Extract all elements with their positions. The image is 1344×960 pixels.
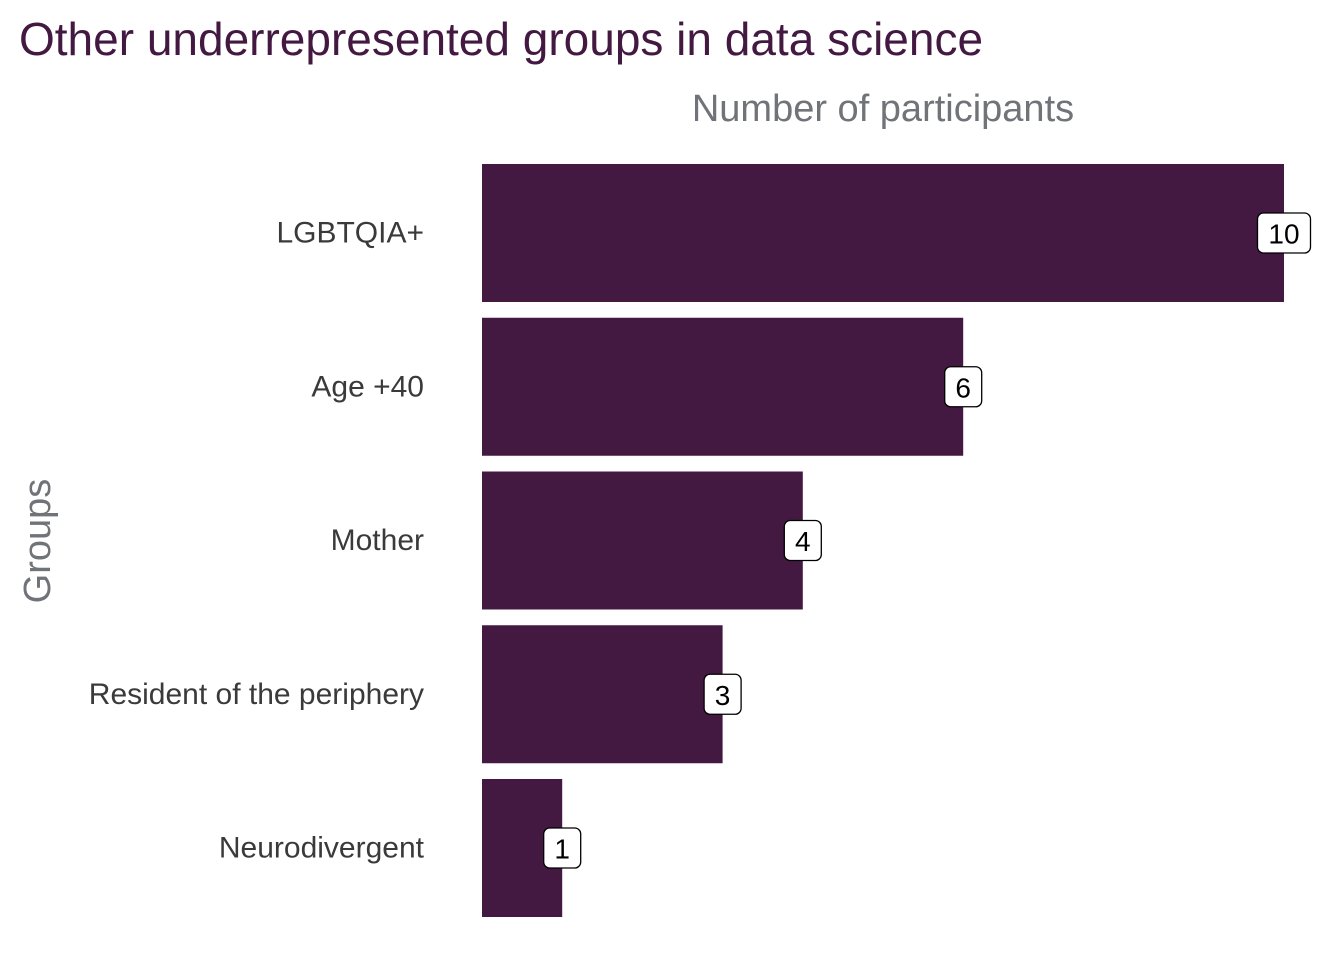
chart-title: Other underrepresented groups in data sc… — [19, 13, 984, 65]
category-label: LGBTQIA+ — [276, 217, 424, 250]
category-label: Resident of the periphery — [89, 678, 424, 711]
y-axis-title: Groups — [17, 479, 59, 604]
bar — [482, 471, 803, 610]
bar — [482, 317, 964, 456]
x-axis-title: Number of participants — [692, 88, 1074, 130]
bar — [482, 625, 723, 764]
data-label-box — [944, 366, 983, 408]
data-label: 10 — [1268, 219, 1299, 250]
data-label-box — [703, 673, 742, 715]
data-label: 4 — [795, 526, 811, 557]
data-label-box — [1256, 212, 1312, 254]
category-label: Mother — [331, 524, 424, 557]
data-label-box — [543, 827, 582, 869]
plot-area: LGBTQIA+ 10 Age +40 6 Mother 4 Resident of the… — [89, 164, 1312, 917]
category-label: Neurodivergent — [219, 832, 425, 865]
data-label-box — [783, 519, 822, 562]
data-label: 6 — [955, 372, 971, 403]
data-label: 1 — [554, 834, 570, 865]
bar — [482, 164, 1284, 302]
category-label: Age +40 — [311, 370, 424, 403]
data-label: 3 — [715, 680, 731, 711]
